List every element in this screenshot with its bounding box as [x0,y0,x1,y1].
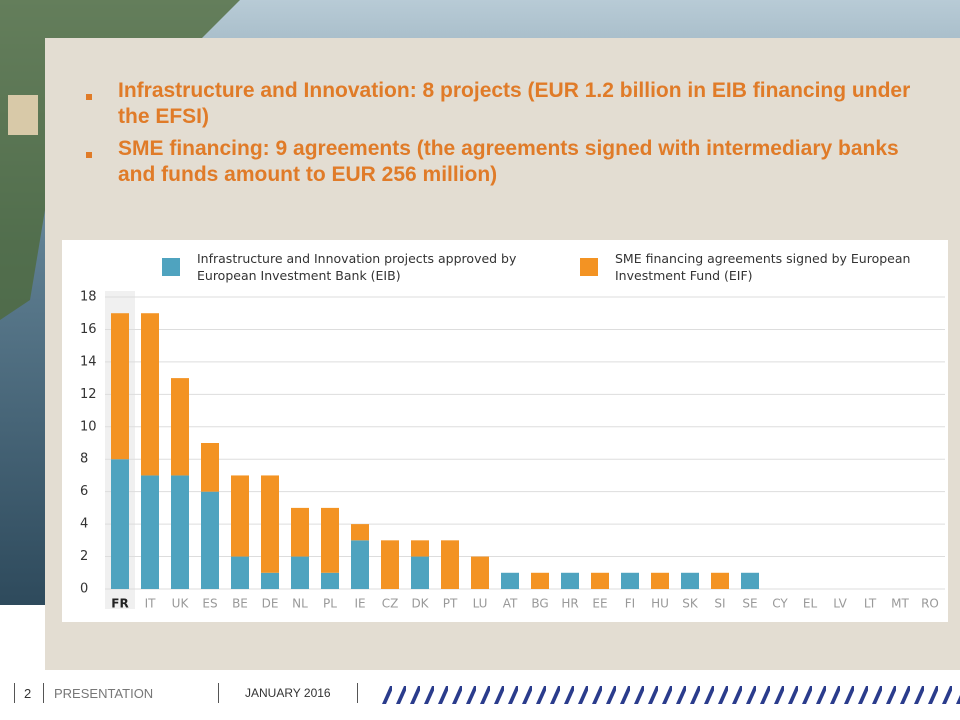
x-tick-label: SI [714,597,725,611]
bar-segment [231,475,249,556]
x-tick-label: AT [503,597,518,611]
x-tick-label: IT [145,597,157,611]
separator [43,683,44,703]
x-tick-label: LU [473,597,488,611]
x-tick-label: RO [921,597,939,611]
bar-segment [561,573,579,589]
x-tick-label: PT [443,597,458,611]
x-tick-label: CY [772,597,788,611]
legend-swatch [580,258,598,276]
page-number: 2 [24,686,31,701]
bar-segment [171,378,189,475]
legend-swatch [162,258,180,276]
bar-segment [291,508,309,557]
bar-segment [381,540,399,589]
hatch-stripe [378,686,960,704]
x-tick-label: ES [202,597,217,611]
y-tick-label: 8 [80,452,88,467]
bar-segment [681,573,699,589]
bar-segment [411,540,429,556]
section-label: PRESENTATION [54,686,153,701]
bar-segment [231,557,249,589]
bar-segment [471,557,489,589]
x-tick-label: NL [292,597,308,611]
separator [218,683,219,703]
x-tick-label: LT [864,597,877,611]
bar-segment [531,573,549,589]
bar-segment [441,540,459,589]
bar-segment [171,475,189,589]
bar-segment [261,573,279,589]
bar-segment [201,443,219,492]
x-tick-label: LV [833,597,847,611]
bar-segment [321,573,339,589]
x-tick-label: EL [803,597,818,611]
bar-segment [621,573,639,589]
y-tick-label: 14 [80,354,97,369]
bar-segment [351,524,369,540]
x-tick-label: FR [111,597,128,611]
y-tick-label: 4 [80,517,88,532]
y-tick-label: 10 [80,419,97,434]
bar-segment [351,540,369,589]
x-tick-label: HR [561,597,578,611]
bar-segment [141,313,159,475]
x-tick-label: HU [651,597,669,611]
bar-segment [501,573,519,589]
date-label: JANUARY 2016 [245,686,331,700]
bar-segment [141,475,159,589]
chart: 0 2 4 6 8 10 12 14 16 18 FR IT UK ES BE DE NL PL IE CZ DK PT L… [0,0,960,720]
x-tick-label: FI [625,597,635,611]
x-tick-label: EE [592,597,607,611]
y-tick-label: 16 [80,322,97,337]
slide: {"bullets": ["Infrastructure and Innovat… [0,0,960,720]
bar-segment [741,573,759,589]
y-tick-label: 12 [80,387,97,402]
bar-segment [651,573,669,589]
bar-segment [291,557,309,589]
x-tick-label: SE [742,597,757,611]
bar-segment [711,573,729,589]
y-tick-label: 2 [80,549,88,564]
x-tick-label: BG [531,597,548,611]
bar-segment [591,573,609,589]
x-tick-label: SK [682,597,699,611]
y-tick-label: 18 [80,290,97,305]
x-tick-label: DK [411,597,429,611]
bar-segment [111,313,129,459]
bar-segment [201,492,219,589]
y-tick-label: 6 [80,484,88,499]
y-tick-label: 0 [80,582,88,597]
bar-segment [321,508,339,573]
bar-segment [411,557,429,589]
x-tick-label: DE [262,597,279,611]
x-tick-label: PL [323,597,337,611]
x-tick-label: UK [172,597,190,611]
bar-segment [111,459,129,589]
x-tick-label: MT [891,597,909,611]
separator [14,683,15,703]
x-tick-label: IE [354,597,365,611]
bar-segment [261,475,279,572]
x-tick-label: BE [232,597,248,611]
x-tick-label: CZ [382,597,399,611]
separator [357,683,358,703]
